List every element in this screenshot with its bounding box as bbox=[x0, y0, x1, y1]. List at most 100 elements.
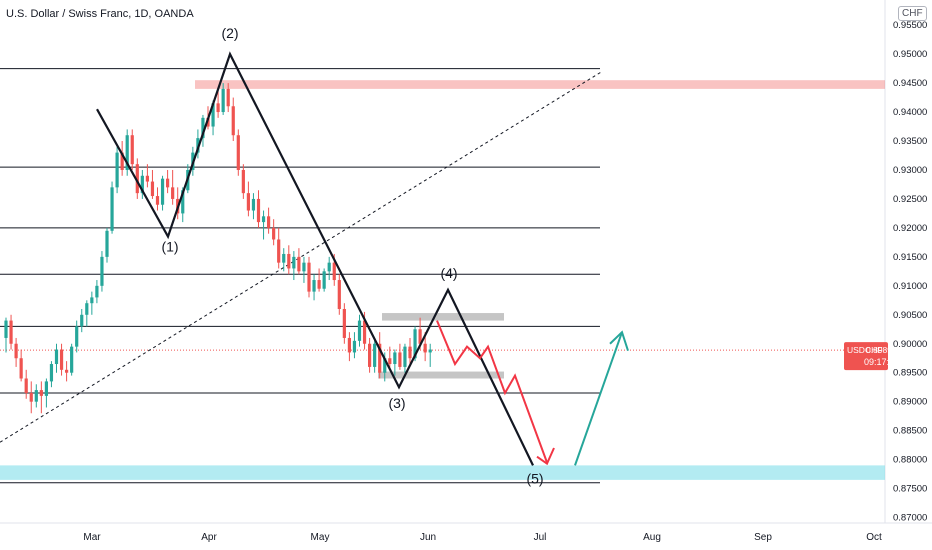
candle-body bbox=[383, 358, 387, 373]
candle-body bbox=[226, 88, 230, 107]
candle-body bbox=[95, 285, 99, 298]
price-tick-label: 0.88500 bbox=[893, 426, 927, 437]
candle-body bbox=[171, 187, 175, 199]
candle-body bbox=[327, 262, 331, 272]
price-tick-label: 0.89500 bbox=[893, 368, 927, 379]
candle-body bbox=[85, 303, 89, 315]
time-tick-label: Jul bbox=[534, 532, 547, 543]
candle-body bbox=[135, 164, 139, 194]
candle-body bbox=[246, 193, 250, 211]
time-tick-label: Mar bbox=[83, 532, 101, 543]
price-tick-label: 0.90000 bbox=[893, 339, 927, 350]
price-axis[interactable]: 0.87000 0.87500 0.88000 0.88500 0.89000 0.895… bbox=[893, 20, 927, 523]
candle-body bbox=[155, 196, 160, 205]
price-tick-label: 0.93000 bbox=[893, 165, 927, 176]
price-tick-label: 0.91000 bbox=[893, 281, 927, 292]
candle-body bbox=[282, 253, 286, 263]
candle-body bbox=[65, 369, 69, 373]
price-tick-label: 0.87000 bbox=[893, 513, 927, 524]
price-tick-label: 0.92000 bbox=[893, 223, 927, 234]
symbol-title[interactable]: U.S. Dollar / Swiss Franc, 1D, OANDA bbox=[6, 8, 194, 20]
red-projection-line bbox=[436, 320, 548, 463]
candle-body bbox=[292, 256, 296, 269]
candle-body bbox=[29, 392, 33, 402]
red-arrow-head bbox=[536, 447, 555, 466]
candle-body bbox=[403, 346, 407, 367]
candle-body bbox=[166, 178, 170, 188]
price-tick-label: 0.93500 bbox=[893, 136, 927, 147]
time-tick-label: Oct bbox=[866, 532, 882, 543]
candle-body bbox=[105, 230, 109, 257]
candle-body bbox=[362, 320, 367, 344]
horizontal-lines-layer bbox=[0, 68, 885, 484]
price-tag-bg bbox=[844, 342, 888, 371]
green-arrow-line bbox=[574, 331, 623, 466]
candle-body bbox=[130, 135, 134, 165]
candle-body bbox=[49, 364, 54, 382]
time-tick-label: Jun bbox=[420, 532, 436, 543]
currency-badge[interactable]: CHF bbox=[898, 6, 927, 21]
wave-label: (2) bbox=[221, 25, 238, 41]
time-tick-label: May bbox=[311, 532, 330, 543]
candle-body bbox=[267, 216, 271, 228]
candle-body bbox=[19, 358, 23, 379]
gray-zone-lower bbox=[378, 371, 504, 379]
wave-label: (3) bbox=[388, 395, 405, 411]
gray-zone-upper bbox=[382, 313, 504, 321]
price-tick-label: 0.91500 bbox=[893, 252, 927, 263]
candle-body bbox=[287, 253, 291, 269]
candle-body bbox=[352, 340, 357, 353]
candle-body bbox=[216, 103, 220, 113]
time-tick-label: Apr bbox=[201, 532, 217, 543]
elliott-wave-line bbox=[96, 51, 534, 466]
candle-body bbox=[150, 181, 155, 197]
candle-body bbox=[347, 337, 351, 353]
candle-body bbox=[342, 308, 346, 338]
candle-body bbox=[357, 320, 362, 341]
time-axis[interactable]: Mar Apr May Jun Jul Aug Sep Oct bbox=[83, 532, 882, 543]
price-tag-countdown: 09:17:36 bbox=[864, 357, 899, 367]
time-tick-label: Aug bbox=[643, 532, 661, 543]
price-tick-label: 0.94500 bbox=[893, 78, 927, 89]
price-tick-label: 0.87500 bbox=[893, 484, 927, 495]
candle-body bbox=[110, 187, 114, 231]
candle-body bbox=[145, 175, 149, 182]
candle-body bbox=[418, 329, 422, 344]
candle-body bbox=[241, 169, 245, 194]
candle-body bbox=[423, 343, 427, 353]
candle-body bbox=[59, 349, 64, 370]
candle-body bbox=[408, 346, 412, 359]
candle-body bbox=[428, 349, 432, 353]
wave-labels-layer: (1) (2) (3) (4) (5) bbox=[161, 25, 543, 486]
candle-body bbox=[307, 262, 311, 292]
candle-body bbox=[221, 88, 225, 113]
candle-body bbox=[24, 378, 28, 393]
candle-body bbox=[120, 152, 124, 170]
price-tick-label: 0.92500 bbox=[893, 194, 927, 205]
candle-body bbox=[398, 352, 402, 367]
candle-body bbox=[378, 343, 382, 373]
candle-body bbox=[90, 297, 94, 304]
candle-body bbox=[80, 314, 84, 327]
price-tag-price: 0.89890 bbox=[866, 345, 897, 355]
candle-body bbox=[39, 390, 43, 396]
support-zone bbox=[0, 465, 885, 480]
price-tag-symbol: USDCHF bbox=[847, 345, 882, 355]
candle-body bbox=[251, 198, 256, 211]
candle-body bbox=[34, 390, 38, 402]
candle-body bbox=[393, 352, 397, 365]
candle-body bbox=[332, 262, 336, 281]
candle-body bbox=[140, 175, 144, 194]
candle-body bbox=[368, 343, 372, 367]
candle-body bbox=[337, 280, 341, 309]
candle-body bbox=[125, 135, 129, 170]
candle-body bbox=[4, 320, 8, 338]
price-tick-label: 0.89000 bbox=[893, 397, 927, 408]
candle-body bbox=[261, 216, 266, 223]
candle-body bbox=[272, 227, 276, 240]
candle-body bbox=[413, 329, 417, 359]
candle-body bbox=[277, 239, 281, 263]
candle-body bbox=[236, 135, 240, 170]
